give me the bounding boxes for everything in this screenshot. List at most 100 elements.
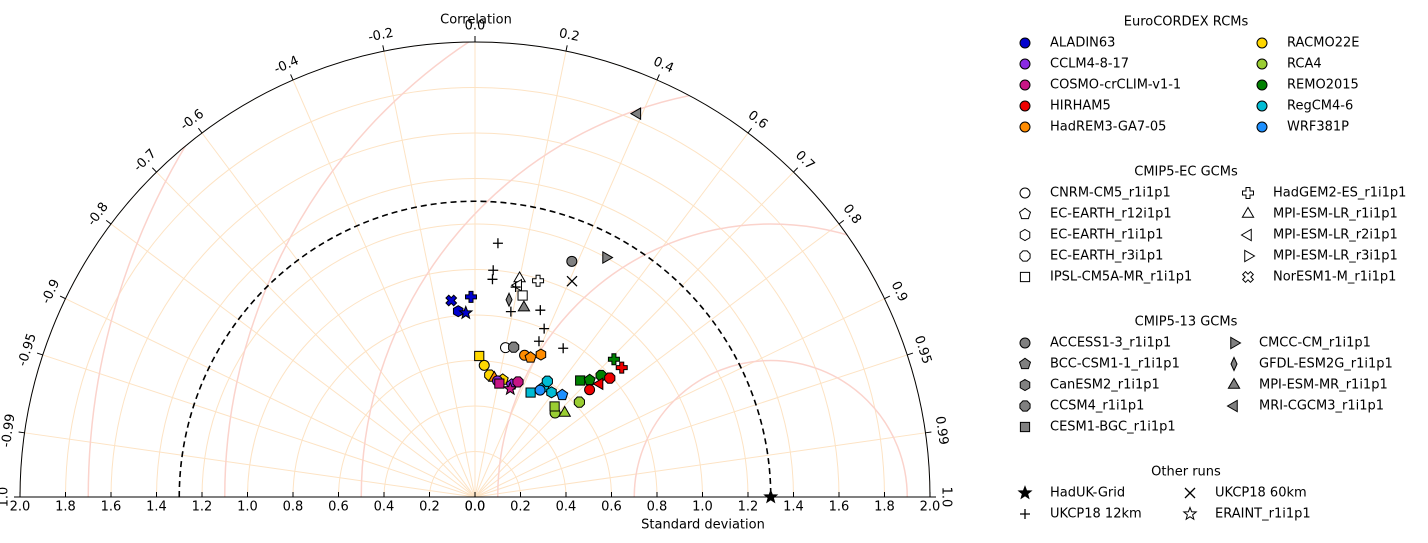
legend-label: NorESM1-M_r1i1p1: [1273, 270, 1396, 285]
legend-marker: [1242, 187, 1254, 199]
corr-tick-label: -0.4: [272, 53, 301, 77]
point: [592, 377, 604, 391]
corr-tick-label: 0.4: [651, 54, 676, 76]
corr-tick: [565, 45, 568, 52]
legend-marker: [1019, 378, 1031, 392]
legend-label: ALADIN63: [1050, 36, 1115, 51]
corr-tick-label: 0.0: [465, 19, 486, 34]
corr-grid-line: [474, 79, 658, 497]
point: [604, 372, 616, 384]
legend-marker: [1017, 485, 1033, 500]
x-tick-label: 1.8: [55, 500, 76, 515]
corr-tick: [925, 431, 932, 434]
corr-grid-line: [292, 79, 476, 497]
corr-tick-label: -0.9: [39, 277, 64, 306]
point: [505, 292, 513, 308]
point: [508, 341, 520, 353]
legend-marker: [1256, 121, 1268, 133]
corr-tick-label: 1.0: [939, 487, 954, 508]
corr-tick: [59, 295, 66, 300]
legend-label: CNRM-CM5_r1i1p1: [1050, 186, 1171, 201]
legend-label: MPI-ESM-MR_r1i1p1: [1259, 378, 1388, 393]
legend-label: BCC-CSM1-1_r1i1p1: [1050, 357, 1180, 372]
legend-label: CanESM2_r1i1p1: [1050, 378, 1160, 393]
legend-label: CCSM4_r1i1p1: [1050, 399, 1144, 414]
point: [524, 351, 537, 363]
legend-label: HadGEM2-ES_r1i1p1: [1273, 186, 1406, 201]
legend-label: WRF381P: [1287, 120, 1349, 135]
corr-tick-label: 0.8: [840, 202, 864, 228]
corr-tick-label: 1.0: [0, 487, 12, 508]
legend-label: ACCESS1-3_r1i1p1: [1050, 336, 1171, 351]
legend-label: EC-EARTH_r1i1p1: [1050, 228, 1163, 243]
corr-grid-line: [110, 223, 476, 497]
legend-marker: [1019, 187, 1031, 199]
legend-label: RCA4: [1287, 57, 1322, 72]
point: [573, 396, 585, 408]
legend-marker: [1184, 487, 1196, 499]
grid: [20, 42, 930, 497]
point: [452, 305, 464, 318]
x-axis-label: Standard deviation: [641, 518, 765, 533]
x-tick-label: 1.0: [692, 500, 713, 515]
x-tick-label: 1.6: [829, 500, 850, 515]
point: [525, 387, 536, 398]
point: [445, 294, 458, 307]
legend-marker: [1019, 400, 1031, 412]
legend-marker: [1019, 271, 1031, 283]
legend-marker: [1240, 228, 1252, 242]
point: [566, 275, 578, 287]
point: [558, 405, 572, 417]
corr-tick-label: -0.2: [367, 26, 395, 46]
chart-title: Correlation: [440, 13, 512, 28]
point: [533, 336, 544, 347]
x-tick-label: 1.4: [783, 500, 804, 515]
legend-label: IPSL-CM5A-MR_r1i1p1: [1050, 270, 1192, 285]
corr-tick-label: 0.9: [888, 279, 911, 304]
marks: [445, 107, 779, 504]
legend-marker: [1256, 79, 1268, 91]
corr-tick: [197, 127, 203, 134]
legend-marker: [1020, 509, 1030, 519]
legend-label: UKCP18 12km: [1050, 507, 1142, 522]
legend-marker: [1019, 37, 1031, 49]
x-tick-label: 0.4: [556, 500, 577, 515]
point: [535, 348, 547, 361]
point: [478, 359, 490, 371]
point: [512, 376, 524, 388]
point: [584, 384, 596, 396]
point: [534, 384, 546, 396]
point: [629, 107, 642, 121]
legend-marker: [1019, 228, 1031, 242]
rms-contour: [633, 359, 908, 497]
corr-tick-label: -0.6: [178, 107, 207, 134]
point: [510, 278, 522, 292]
corr-grid-line: [65, 298, 476, 497]
legend-marker: [1182, 506, 1198, 521]
corr-tick: [656, 74, 660, 81]
legend-label: COSMO-crCLIM-v1-1: [1050, 78, 1181, 93]
x-tick-label: 1.0: [237, 500, 258, 515]
legend-label: MPI-ESM-LR_r3i1p1: [1273, 249, 1398, 264]
legend-title: CMIP5-EC GCMs: [1134, 165, 1238, 180]
point: [615, 361, 628, 374]
legend-label: REMO2015: [1287, 78, 1359, 93]
corr-tick-label: -0.99: [0, 413, 19, 448]
point: [474, 350, 485, 362]
corr-tick: [907, 352, 914, 356]
point: [517, 290, 528, 301]
x-tick-label: 0.6: [601, 500, 622, 515]
corr-tick-label: 0.6: [745, 108, 771, 132]
corr-tick: [18, 431, 25, 434]
corr-grid-line: [474, 298, 885, 497]
legend: EuroCORDEX RCMs ALADIN63 CCLM4-8-17 COSMO-c…: [1017, 15, 1406, 522]
point: [558, 343, 569, 354]
legend-label: MRI-CGCM3_r1i1p1: [1259, 399, 1384, 414]
corr-grid-line: [156, 171, 476, 497]
point: [502, 380, 518, 396]
corr-tick: [793, 167, 799, 173]
point: [494, 378, 505, 389]
point: [607, 353, 620, 366]
point: [458, 305, 474, 320]
legend-label: RACMO22E: [1287, 36, 1359, 51]
